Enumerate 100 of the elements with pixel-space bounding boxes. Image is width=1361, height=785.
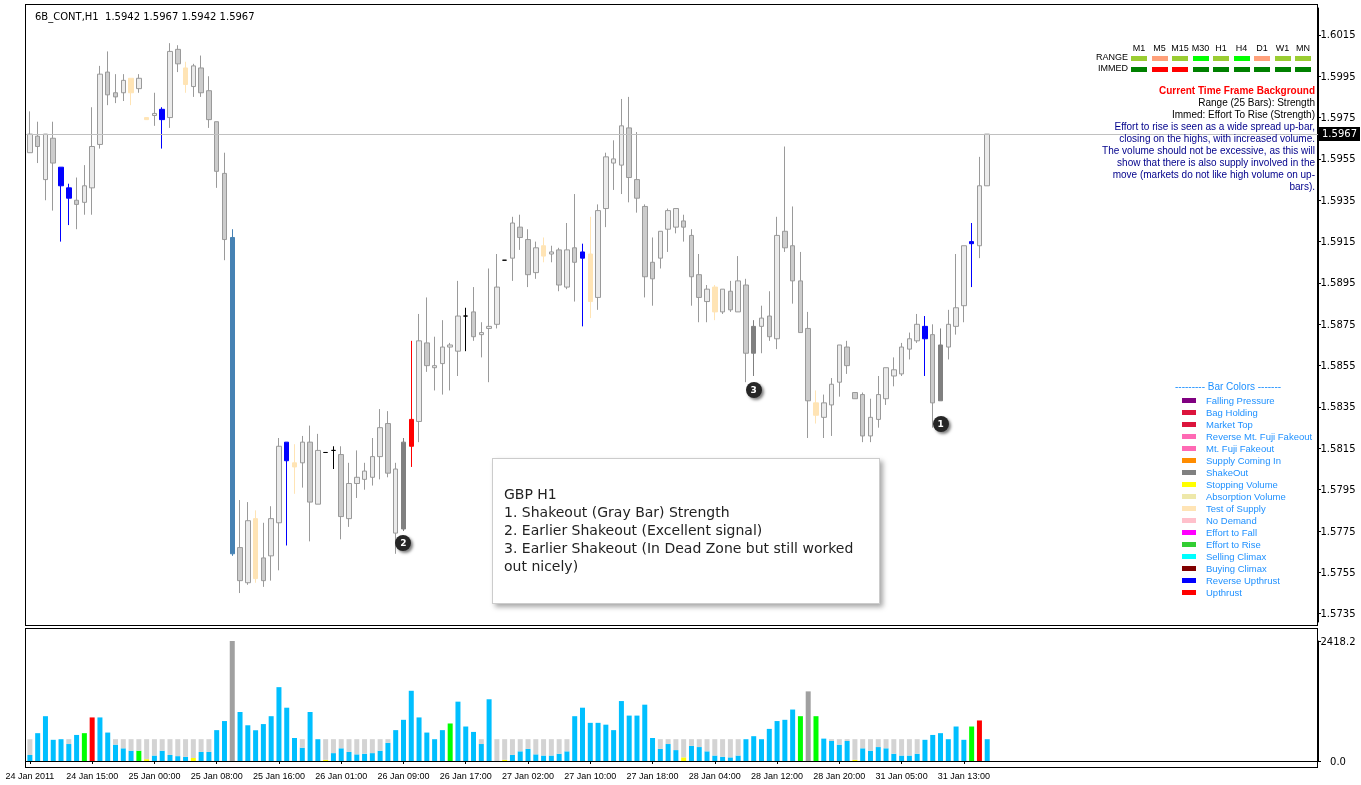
candlestick: [416, 313, 422, 443]
candlestick: [572, 193, 577, 303]
bar: [463, 726, 469, 761]
candlestick: [650, 236, 655, 307]
bar: [167, 754, 173, 761]
bar: [393, 730, 399, 761]
candlestick: [774, 216, 780, 350]
candlestick: [409, 340, 414, 468]
bar: [797, 716, 803, 761]
bar: [159, 739, 165, 751]
bar: [704, 751, 710, 761]
annotation: 2. Earlier Shakeout (Excellent signal): [504, 521, 764, 539]
bar: [899, 755, 905, 761]
y-tick-label: 1.5835: [1320, 401, 1356, 413]
candlestick: [969, 222, 974, 288]
y-tick-label: 1.5795: [1320, 484, 1356, 496]
candlestick: [300, 435, 305, 489]
bar: [175, 756, 181, 761]
candlestick: [805, 311, 811, 439]
bar: [611, 730, 617, 761]
candlestick: [74, 177, 79, 230]
bar: [113, 744, 119, 761]
candlestick: [549, 245, 554, 263]
bar: [81, 733, 87, 761]
bar: [657, 748, 663, 761]
candlestick: [43, 133, 48, 201]
candlestick: [183, 61, 188, 94]
bar: [867, 739, 873, 751]
bar: [533, 754, 539, 761]
y-tick-label: 1.5855: [1320, 360, 1356, 372]
bar: [541, 739, 547, 756]
bar: [144, 739, 150, 760]
candlestick: [370, 437, 375, 487]
category-label: Supply Coming In: [1206, 455, 1281, 466]
x-tick-label: 25 Jan 08:00: [190, 770, 243, 781]
y-tick-label: 1.5755: [1320, 566, 1356, 578]
bar: [735, 739, 741, 756]
bar: [424, 732, 430, 761]
category-label: IMMED: [1098, 63, 1128, 73]
candlestick: [914, 313, 920, 344]
candlestick: [440, 319, 445, 396]
bar: [548, 755, 554, 761]
bar: [253, 730, 259, 761]
candlestick: [307, 425, 313, 542]
bar: [634, 715, 640, 761]
bar: [875, 739, 881, 748]
bar: [276, 687, 282, 761]
bar: [548, 739, 554, 756]
category-label: D1: [1255, 43, 1269, 53]
y-tick-label: 1.5935: [1320, 194, 1356, 206]
candlestick: [159, 106, 165, 150]
bar: [603, 724, 609, 761]
bar: [759, 739, 765, 761]
candlestick: [595, 203, 601, 311]
bar: [836, 739, 842, 745]
bar: [517, 739, 523, 752]
bar: [976, 720, 982, 761]
candlestick: [82, 164, 87, 216]
candlestick: [946, 309, 951, 360]
bar: [564, 739, 570, 752]
bar: [969, 726, 975, 761]
bar: [572, 716, 578, 761]
bar: [97, 717, 103, 761]
candlestick: [603, 152, 609, 228]
numbered-badge: 2: [395, 535, 412, 552]
bar: [74, 734, 80, 761]
bar: [439, 730, 445, 761]
bar: [525, 748, 531, 761]
bar: [494, 739, 500, 761]
category-label: Test of Supply: [1206, 503, 1266, 514]
candlestick: [556, 247, 562, 292]
bar: [292, 737, 298, 761]
x-tick-label: 27 Jan 02:00: [501, 770, 555, 781]
bar: [727, 739, 733, 758]
candlestick: [611, 139, 616, 191]
candlestick: [658, 230, 663, 269]
bar: [541, 755, 547, 761]
bar: [50, 739, 56, 761]
bar: [323, 739, 329, 760]
candlestick: [510, 216, 515, 282]
category-label: Falling Pressure: [1206, 395, 1275, 406]
candlestick: [844, 340, 850, 375]
candlestick: [253, 509, 258, 584]
bar: [354, 754, 360, 761]
bar: [66, 739, 72, 745]
bar: [229, 641, 235, 761]
category-label: MN: [1295, 43, 1311, 53]
x-tick-label: 31 Jan 13:00: [937, 770, 990, 781]
bar: [346, 739, 352, 752]
bar: [860, 739, 866, 749]
x-tick-label: 26 Jan 17:00: [439, 770, 492, 781]
candlestick: [642, 203, 648, 298]
bar: [883, 748, 889, 761]
y-tick-label: 2418.2: [1320, 635, 1356, 647]
candlestick: [479, 321, 484, 358]
bar: [618, 701, 624, 761]
bar: [564, 751, 570, 761]
bar: [727, 757, 733, 761]
bar: [681, 757, 687, 761]
bar: [377, 750, 383, 761]
